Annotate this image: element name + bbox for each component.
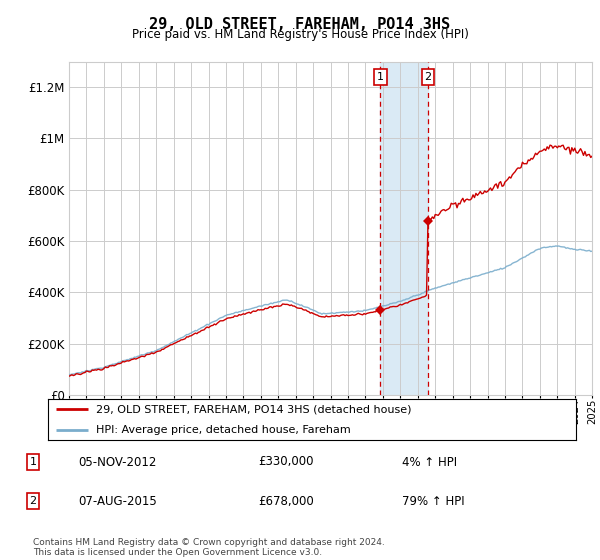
Text: 79% ↑ HPI: 79% ↑ HPI — [402, 494, 464, 508]
Text: 29, OLD STREET, FAREHAM, PO14 3HS (detached house): 29, OLD STREET, FAREHAM, PO14 3HS (detac… — [95, 404, 411, 414]
Text: 05-NOV-2012: 05-NOV-2012 — [78, 455, 157, 469]
Text: Contains HM Land Registry data © Crown copyright and database right 2024.
This d: Contains HM Land Registry data © Crown c… — [33, 538, 385, 557]
Text: £678,000: £678,000 — [258, 494, 314, 508]
Text: 07-AUG-2015: 07-AUG-2015 — [78, 494, 157, 508]
Text: HPI: Average price, detached house, Fareham: HPI: Average price, detached house, Fare… — [95, 424, 350, 435]
Text: 2: 2 — [424, 72, 431, 82]
Text: £330,000: £330,000 — [258, 455, 314, 469]
Text: 2: 2 — [29, 496, 37, 506]
Bar — [380, 62, 428, 395]
Text: 1: 1 — [29, 457, 37, 467]
Text: 4% ↑ HPI: 4% ↑ HPI — [402, 455, 457, 469]
Text: Price paid vs. HM Land Registry's House Price Index (HPI): Price paid vs. HM Land Registry's House … — [131, 28, 469, 41]
Text: 29, OLD STREET, FAREHAM, PO14 3HS: 29, OLD STREET, FAREHAM, PO14 3HS — [149, 17, 451, 32]
Text: 1: 1 — [377, 72, 384, 82]
